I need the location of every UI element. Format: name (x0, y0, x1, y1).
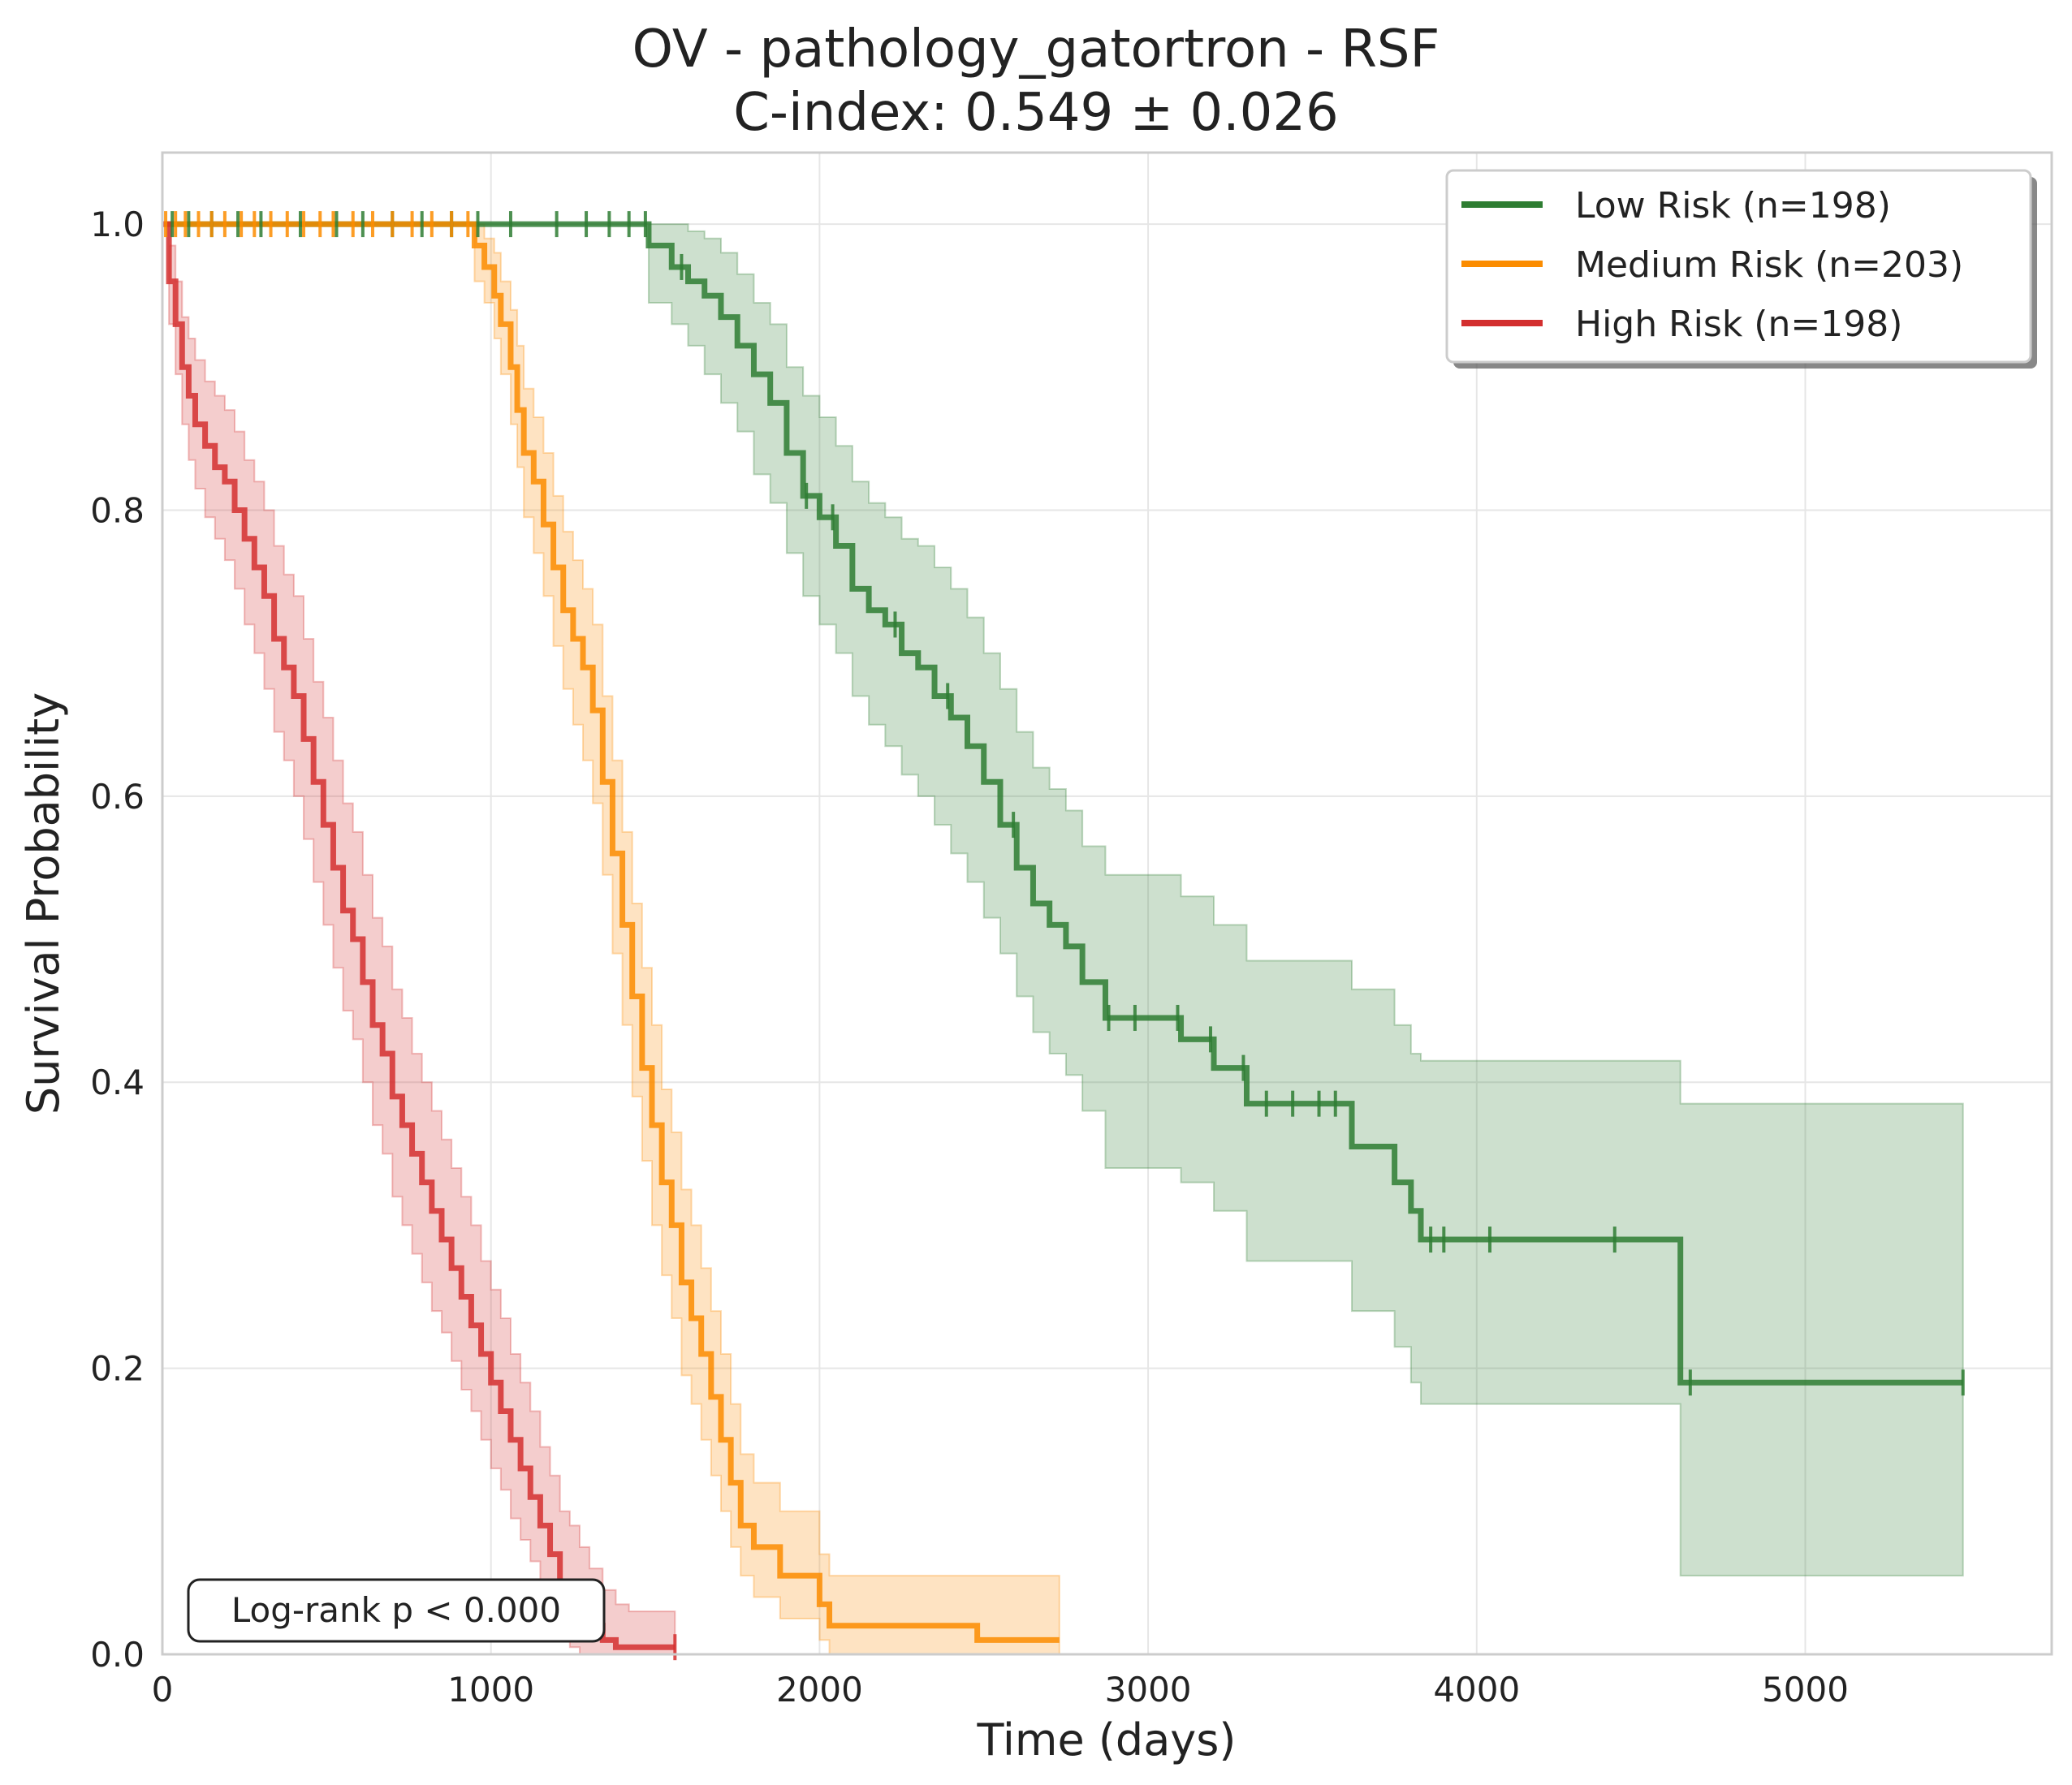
logrank-text: Log-rank p < 0.000 (231, 1590, 561, 1630)
y-tick-label: 0.0 (90, 1635, 145, 1675)
ci-band-high-risk (162, 223, 676, 1655)
legend-box (1445, 169, 2032, 364)
x-tick-label: 0 (152, 1670, 174, 1710)
x-tick-label: 3000 (1105, 1670, 1192, 1710)
km-curve-low-risk (162, 221, 1963, 1386)
legend-label-low-risk: Low Risk (n=198) (1575, 185, 1891, 226)
x-tick-label: 2000 (776, 1670, 863, 1710)
y-tick-label: 0.8 (90, 490, 145, 530)
y-tick-label: 0.4 (90, 1063, 145, 1102)
logrank-annotation: Log-rank p < 0.000 (187, 1578, 606, 1643)
chart-title: OV - pathology_gatortron - RSF (632, 19, 1440, 80)
legend: Low Risk (n=198) Medium Risk (n=203) Hig… (1445, 169, 2037, 369)
km-curve-medium-risk (162, 221, 1060, 1643)
y-tick-label: 1.0 (90, 205, 145, 244)
x-axis-label: Time (days) (977, 1714, 1237, 1766)
legend-label-medium-risk: Medium Risk (n=203) (1575, 244, 1963, 286)
x-tick-label: 4000 (1433, 1670, 1520, 1710)
y-tick-label: 0.2 (90, 1349, 145, 1389)
chart-subtitle: C-index: 0.549 ± 0.026 (733, 83, 1339, 143)
plot-frame (161, 151, 2053, 1656)
km-curve-high-risk (162, 221, 676, 1650)
survival-curves (162, 221, 1963, 1650)
x-axis-ticks: 0 1000 2000 3000 4000 5000 (152, 1670, 1849, 1710)
y-tick-label: 0.6 (90, 777, 145, 817)
x-tick-label: 5000 (1762, 1670, 1849, 1710)
x-tick-label: 1000 (447, 1670, 534, 1710)
legend-label-high-risk: High Risk (n=198) (1575, 304, 1902, 345)
annotation-box (187, 1578, 606, 1643)
censor-marks (164, 211, 1965, 1661)
y-axis-ticks: 0.0 0.2 0.4 0.6 0.8 1.0 (90, 205, 145, 1675)
y-axis-label: Survival Probability (18, 692, 69, 1115)
